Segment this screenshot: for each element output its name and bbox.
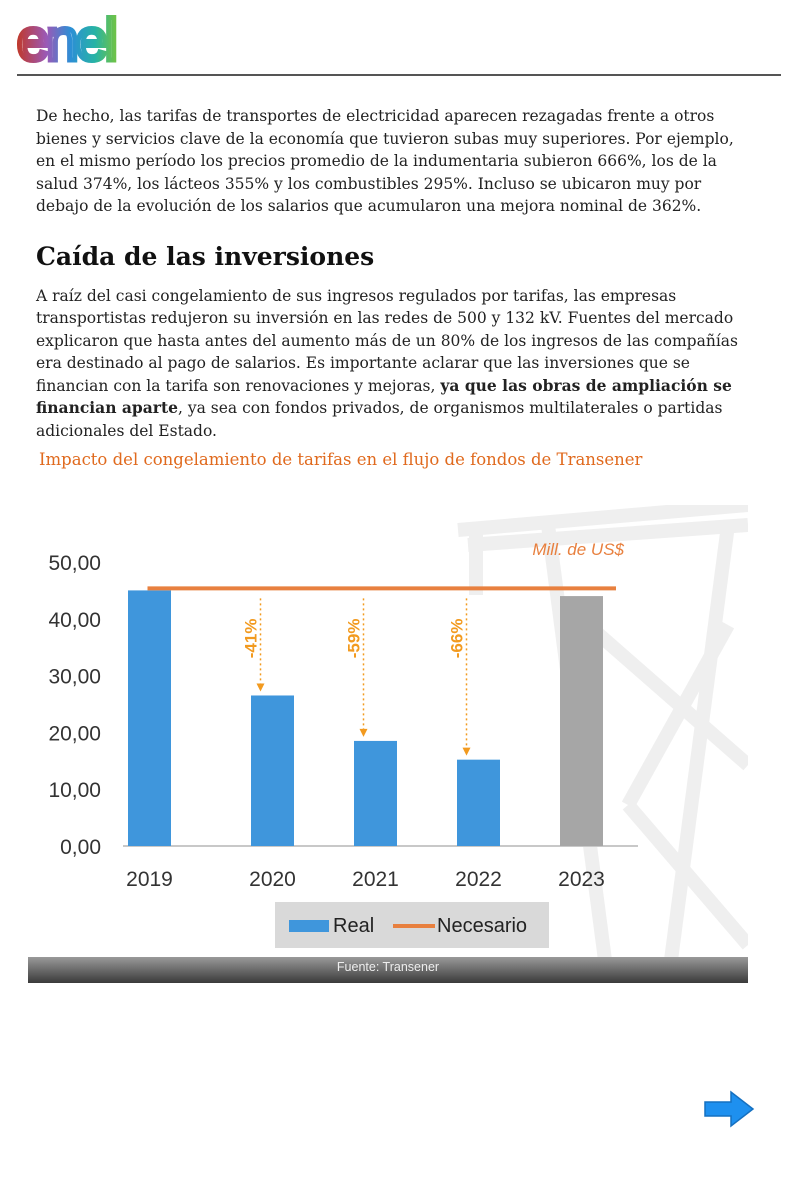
paragraph-investments-bold: ya que las obras de ampliación se financ… — [36, 375, 732, 418]
tower-watermark — [457, 505, 748, 983]
legend: Real Necesario — [275, 902, 549, 948]
x-tick-label: 2022 — [455, 868, 502, 891]
y-tick-label: 0,00 — [60, 836, 101, 859]
next-arrow-icon[interactable] — [703, 1090, 755, 1128]
x-tick-label: 2023 — [558, 868, 605, 891]
y-tick-label: 40,00 — [48, 609, 101, 632]
bar-2020 — [251, 695, 294, 846]
annotation-arrowhead — [359, 728, 368, 737]
source-bar: Fuente: Transener — [28, 957, 748, 983]
bar-chart: 0,00 10,00 20,00 30,00 40,00 50,00 -41% -59% -6… — [48, 505, 748, 983]
y-tick-label: 50,00 — [48, 552, 101, 575]
bar-2019 — [128, 590, 171, 846]
enel-logo[interactable]: enel — [17, 14, 177, 66]
annotation-arrowhead — [256, 683, 265, 692]
annotation-arrowhead — [462, 747, 471, 756]
legend-label-necesario: Necesario — [437, 915, 527, 937]
annotation-label: -59% — [345, 619, 364, 659]
section-title: Caída de las inversiones — [36, 241, 375, 271]
x-tick-label: 2021 — [352, 868, 399, 891]
paragraph-investments: A raíz del casi congelamiento de sus ing… — [36, 285, 754, 443]
chart-caption: Impacto del congelamiento de tarifas en … — [39, 450, 643, 469]
y-tick-label: 30,00 — [48, 666, 101, 689]
legend-swatch-real — [289, 920, 329, 932]
x-axis: 2019 2020 2021 2022 2023 — [126, 868, 605, 891]
bars-group — [128, 586, 616, 846]
bar-2021 — [354, 740, 397, 846]
paragraph-tariffs: De hecho, las tarifas de transportes de … — [36, 107, 734, 215]
article-body: De hecho, las tarifas de transportes de … — [36, 105, 754, 442]
annotation-label: -41% — [242, 619, 261, 659]
chart-container: 0,00 10,00 20,00 30,00 40,00 50,00 -41% -59% -6… — [28, 505, 748, 983]
x-tick-label: 2020 — [249, 868, 296, 891]
legend-label-real: Real — [333, 915, 374, 937]
unit-label: Mill. de US$ — [532, 540, 624, 559]
site-header: enel — [17, 0, 781, 76]
x-tick-label: 2019 — [126, 868, 173, 891]
y-tick-label: 20,00 — [48, 722, 101, 745]
y-tick-label: 10,00 — [48, 779, 101, 802]
paragraph-investments-end: , ya sea con fondos privados, de organis… — [36, 399, 723, 440]
annotations-group: -41% -59% -66% — [242, 598, 471, 756]
paragraph-investments-text: A raíz del casi congelamiento de sus ing… — [36, 286, 738, 395]
bar-2023 — [560, 596, 603, 846]
bar-2022 — [457, 759, 500, 846]
annotation-label: -66% — [448, 619, 467, 659]
logo-text: enel — [17, 14, 115, 66]
